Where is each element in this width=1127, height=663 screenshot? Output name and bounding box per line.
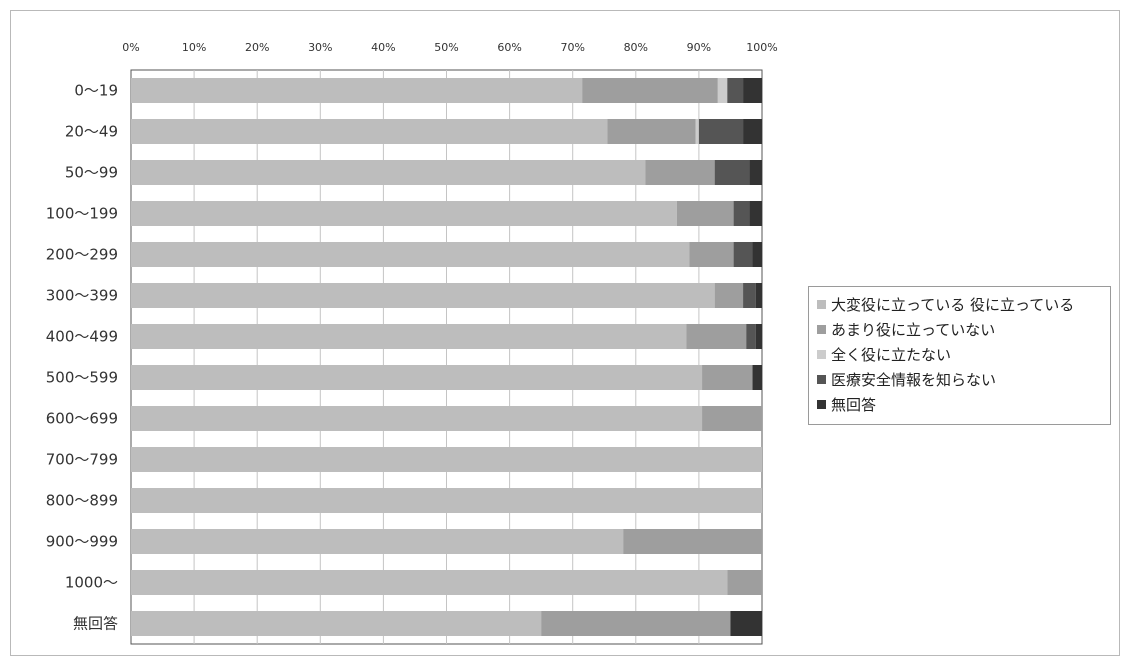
bar-segment — [131, 488, 762, 513]
bar-segment — [131, 406, 703, 431]
legend-label: あまり役に立っていない — [831, 321, 996, 339]
legend-label: 無回答 — [831, 396, 877, 414]
bar-segment — [131, 365, 703, 390]
x-axis-ticks: 0% 10% 20% 30% 40% 50% 60% 70% 80% 90% 100% — [122, 41, 777, 54]
bar-segment — [746, 324, 756, 349]
bar-segment — [727, 570, 762, 595]
bar-segment — [689, 242, 734, 267]
y-tick-label: 100～199 — [46, 205, 118, 223]
legend-swatch — [817, 375, 826, 384]
bar-segment — [717, 78, 728, 103]
bar-segment — [733, 201, 750, 226]
x-tick-label: 30% — [308, 41, 332, 54]
bar-segment — [755, 324, 762, 349]
bar-segment — [730, 611, 762, 636]
x-tick-label: 60% — [497, 41, 521, 54]
bar-segment — [131, 324, 687, 349]
bar-segment — [752, 242, 762, 267]
y-tick-label: 20～49 — [65, 123, 118, 141]
bar-segment — [676, 201, 734, 226]
y-tick-label: 無回答 — [73, 615, 118, 633]
y-tick-label: 800～899 — [46, 492, 118, 510]
y-tick-label: 200～299 — [46, 246, 118, 264]
bar-segment — [695, 119, 699, 144]
x-tick-label: 100% — [746, 41, 777, 54]
bar-segment — [131, 529, 624, 554]
x-tick-label: 90% — [687, 41, 711, 54]
y-tick-label: 300～399 — [46, 287, 118, 305]
bar-segment — [131, 447, 762, 472]
bar-segment — [623, 529, 762, 554]
bar-segment — [755, 283, 762, 308]
bar-segment — [752, 365, 762, 390]
x-tick-label: 70% — [560, 41, 584, 54]
bar-segment — [131, 242, 690, 267]
y-tick-label: 0～19 — [74, 82, 118, 100]
legend-swatch — [817, 300, 826, 309]
bar-segment — [607, 119, 696, 144]
legend-label: 医療安全情報を知らない — [831, 371, 997, 389]
bar-segment — [733, 242, 753, 267]
legend-swatch — [817, 350, 826, 359]
y-tick-label: 900～999 — [46, 533, 118, 551]
bar-segment — [131, 201, 677, 226]
bar-segment — [702, 365, 753, 390]
y-tick-label: 400～499 — [46, 328, 118, 346]
legend-label: 全く役に立たない — [831, 346, 952, 364]
bar-segment — [131, 611, 542, 636]
y-tick-label: 600～699 — [46, 410, 118, 428]
legend-item: 医療安全情報を知らない — [817, 367, 1110, 392]
bar-segment — [686, 324, 747, 349]
bar-segment — [743, 283, 756, 308]
bar-segment — [131, 160, 646, 185]
bar-segment — [541, 611, 731, 636]
legend-swatch — [817, 325, 826, 334]
bar-segment — [743, 78, 762, 103]
x-tick-label: 80% — [624, 41, 648, 54]
x-tick-label: 20% — [245, 41, 269, 54]
bar-segment — [727, 78, 744, 103]
bar-segment — [714, 160, 750, 185]
bar-segment — [131, 570, 728, 595]
bar-segment — [582, 78, 718, 103]
bar-segment — [645, 160, 715, 185]
x-tick-label: 40% — [371, 41, 395, 54]
legend-label: 大変役に立っている 役に立っている — [831, 296, 1075, 314]
bar-segment — [131, 283, 715, 308]
bar-segment — [702, 406, 762, 431]
bar-segment — [131, 119, 608, 144]
legend-item: あまり役に立っていない — [817, 317, 1110, 342]
y-tick-label: 500～599 — [46, 369, 118, 387]
y-tick-label: 50～99 — [65, 164, 118, 182]
legend-item: 無回答 — [817, 392, 1110, 417]
y-tick-label: 700～799 — [46, 451, 118, 469]
legend-item: 全く役に立たない — [817, 342, 1110, 367]
legend-item: 大変役に立っている 役に立っている — [817, 292, 1110, 317]
y-axis-ticks: 0～19 20～49 50～99 100～199 200～299 300～399 400～4… — [46, 82, 118, 633]
bar-segment — [749, 160, 762, 185]
bar-segment — [698, 119, 744, 144]
legend-swatch — [817, 400, 826, 409]
bar-segment — [749, 201, 762, 226]
y-tick-label: 1000～ — [65, 574, 118, 592]
bar-segment — [131, 78, 583, 103]
x-tick-label: 50% — [434, 41, 458, 54]
legend: 大変役に立っている 役に立っている あまり役に立っていない 全く役に立たない医療安全… — [808, 286, 1111, 425]
bar-segment — [714, 283, 744, 308]
x-tick-label: 0% — [122, 41, 139, 54]
bars — [131, 78, 762, 636]
bar-segment — [743, 119, 762, 144]
x-tick-label: 10% — [182, 41, 206, 54]
